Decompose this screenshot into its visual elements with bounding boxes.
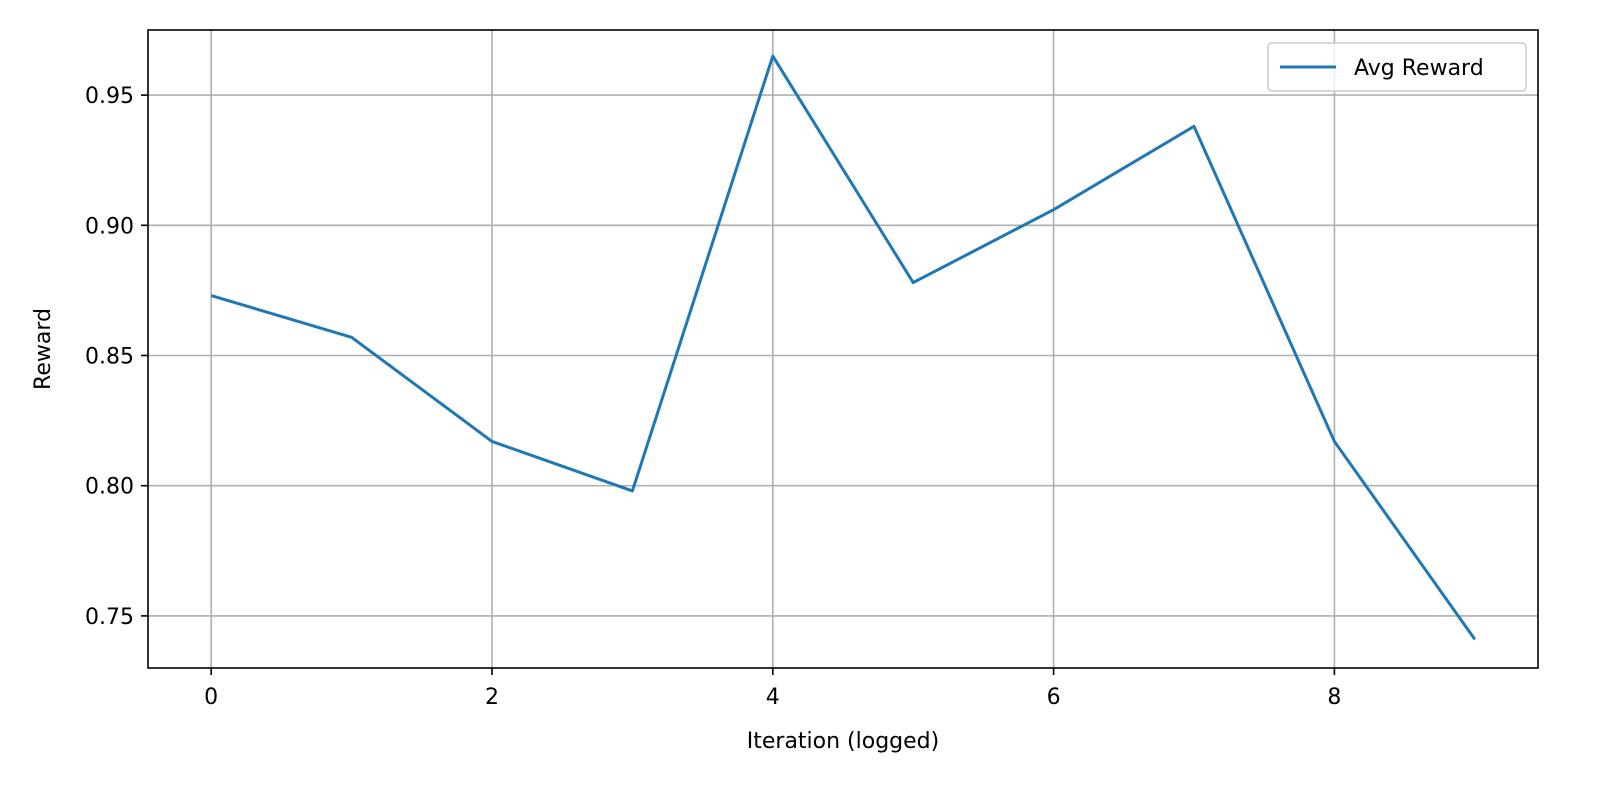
y-tick-label: 0.80 — [85, 475, 134, 500]
y-tick-label: 0.95 — [85, 84, 134, 109]
legend-label: Avg Reward — [1354, 56, 1484, 81]
x-tick-label: 4 — [766, 685, 780, 710]
x-tick-label: 8 — [1327, 685, 1341, 710]
x-tick-label: 6 — [1047, 685, 1061, 710]
y-tick-label: 0.90 — [85, 214, 134, 239]
x-axis-label: Iteration (logged) — [747, 729, 939, 754]
y-axis-label: Reward — [31, 308, 56, 390]
y-tick-label: 0.75 — [85, 605, 134, 630]
x-tick-label: 2 — [485, 685, 499, 710]
y-tick-label: 0.85 — [85, 345, 134, 370]
legend: Avg Reward — [1268, 43, 1526, 91]
x-tick-label: 0 — [204, 685, 218, 710]
